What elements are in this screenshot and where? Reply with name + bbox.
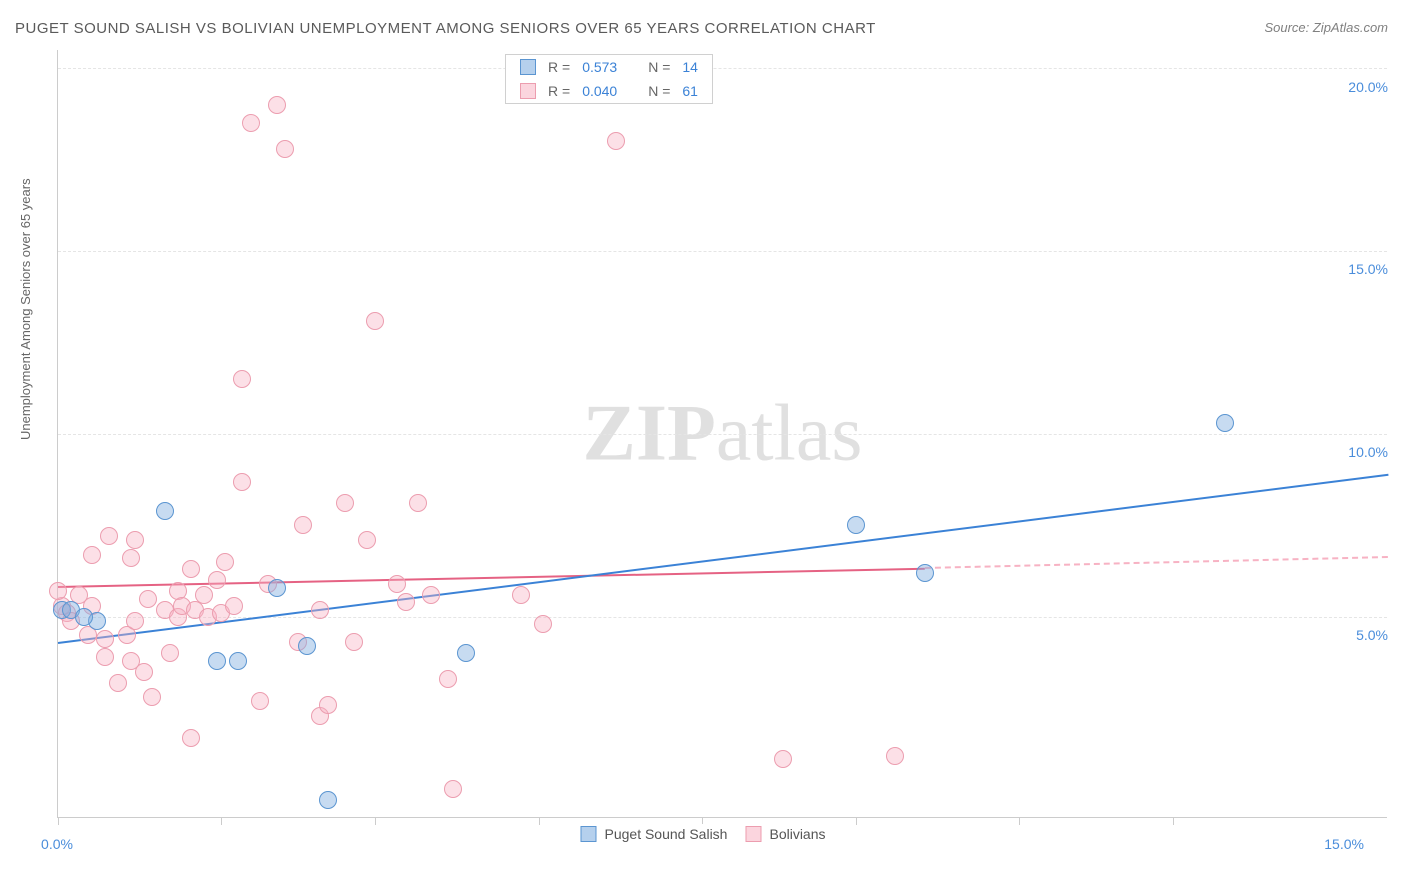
x-axis-label: 0.0% <box>41 836 73 852</box>
data-point <box>422 586 440 604</box>
data-point <box>294 516 312 534</box>
data-point <box>182 729 200 747</box>
data-point <box>1216 414 1234 432</box>
trend-line <box>58 474 1388 644</box>
gridline <box>58 434 1387 435</box>
data-point <box>208 571 226 589</box>
data-point <box>139 590 157 608</box>
data-point <box>774 750 792 768</box>
legend-swatch <box>745 826 761 842</box>
data-point <box>276 140 294 158</box>
data-point <box>319 696 337 714</box>
series-label: Puget Sound Salish <box>604 826 727 842</box>
x-tick <box>1173 817 1174 825</box>
data-point <box>916 564 934 582</box>
watermark-light: atlas <box>716 389 863 477</box>
x-tick <box>375 817 376 825</box>
data-point <box>49 582 67 600</box>
data-point <box>268 96 286 114</box>
gridline <box>58 251 1387 252</box>
legend-swatch <box>520 59 536 75</box>
x-tick <box>539 817 540 825</box>
x-tick <box>221 817 222 825</box>
data-point <box>135 663 153 681</box>
r-label: R = <box>548 83 570 99</box>
data-point <box>233 473 251 491</box>
series-legend: Puget Sound Salish Bolivians <box>576 824 829 844</box>
n-label: N = <box>648 59 670 75</box>
x-tick <box>856 817 857 825</box>
chart-title: PUGET SOUND SALISH VS BOLIVIAN UNEMPLOYM… <box>15 20 876 37</box>
data-point <box>233 370 251 388</box>
data-point <box>83 546 101 564</box>
data-point <box>242 114 260 132</box>
data-point <box>229 652 247 670</box>
legend-swatch <box>580 826 596 842</box>
series-legend-item: Puget Sound Salish <box>580 826 727 842</box>
data-point <box>534 615 552 633</box>
data-point <box>156 502 174 520</box>
data-point <box>182 560 200 578</box>
trend-line <box>925 557 1388 570</box>
data-point <box>75 608 93 626</box>
legend-swatch <box>520 83 536 99</box>
y-axis-label: 10.0% <box>1348 444 1388 460</box>
n-label: N = <box>648 83 670 99</box>
data-point <box>225 597 243 615</box>
x-tick <box>1019 817 1020 825</box>
data-point <box>358 531 376 549</box>
data-point <box>847 516 865 534</box>
data-point <box>161 644 179 662</box>
data-point <box>886 747 904 765</box>
data-point <box>109 674 127 692</box>
data-point <box>409 494 427 512</box>
data-point <box>397 593 415 611</box>
n-value: 61 <box>682 83 698 99</box>
data-point <box>208 652 226 670</box>
r-value: 0.040 <box>582 83 630 99</box>
data-point <box>126 612 144 630</box>
y-axis-label: 15.0% <box>1348 261 1388 277</box>
data-point <box>366 312 384 330</box>
stats-legend-row: R = 0.573 N = 14 <box>506 55 712 79</box>
data-point <box>311 601 329 619</box>
data-point <box>512 586 530 604</box>
data-point <box>195 586 213 604</box>
r-value: 0.573 <box>582 59 630 75</box>
data-point <box>336 494 354 512</box>
data-point <box>298 637 316 655</box>
y-axis-label: 20.0% <box>1348 79 1388 95</box>
chart-plot-area: ZIPatlas <box>57 50 1387 818</box>
data-point <box>122 549 140 567</box>
data-point <box>345 633 363 651</box>
source-attribution: Source: ZipAtlas.com <box>1264 20 1388 35</box>
r-label: R = <box>548 59 570 75</box>
data-point <box>444 780 462 798</box>
data-point <box>96 648 114 666</box>
data-point <box>143 688 161 706</box>
y-axis-label: 5.0% <box>1356 627 1388 643</box>
data-point <box>216 553 234 571</box>
stats-legend-row: R = 0.040 N = 61 <box>506 79 712 103</box>
data-point <box>96 630 114 648</box>
x-axis-label: 15.0% <box>1324 836 1364 852</box>
data-point <box>457 644 475 662</box>
data-point <box>268 579 286 597</box>
n-value: 14 <box>682 59 698 75</box>
watermark-bold: ZIP <box>583 389 716 477</box>
data-point <box>319 791 337 809</box>
data-point <box>126 531 144 549</box>
data-point <box>251 692 269 710</box>
series-label: Bolivians <box>769 826 825 842</box>
stats-legend: R = 0.573 N = 14 R = 0.040 N = 61 <box>505 54 713 104</box>
data-point <box>100 527 118 545</box>
gridline <box>58 68 1387 69</box>
series-legend-item: Bolivians <box>745 826 825 842</box>
x-tick <box>58 817 59 825</box>
data-point <box>439 670 457 688</box>
y-axis-title: Unemployment Among Seniors over 65 years <box>18 178 33 440</box>
data-point <box>607 132 625 150</box>
data-point <box>388 575 406 593</box>
